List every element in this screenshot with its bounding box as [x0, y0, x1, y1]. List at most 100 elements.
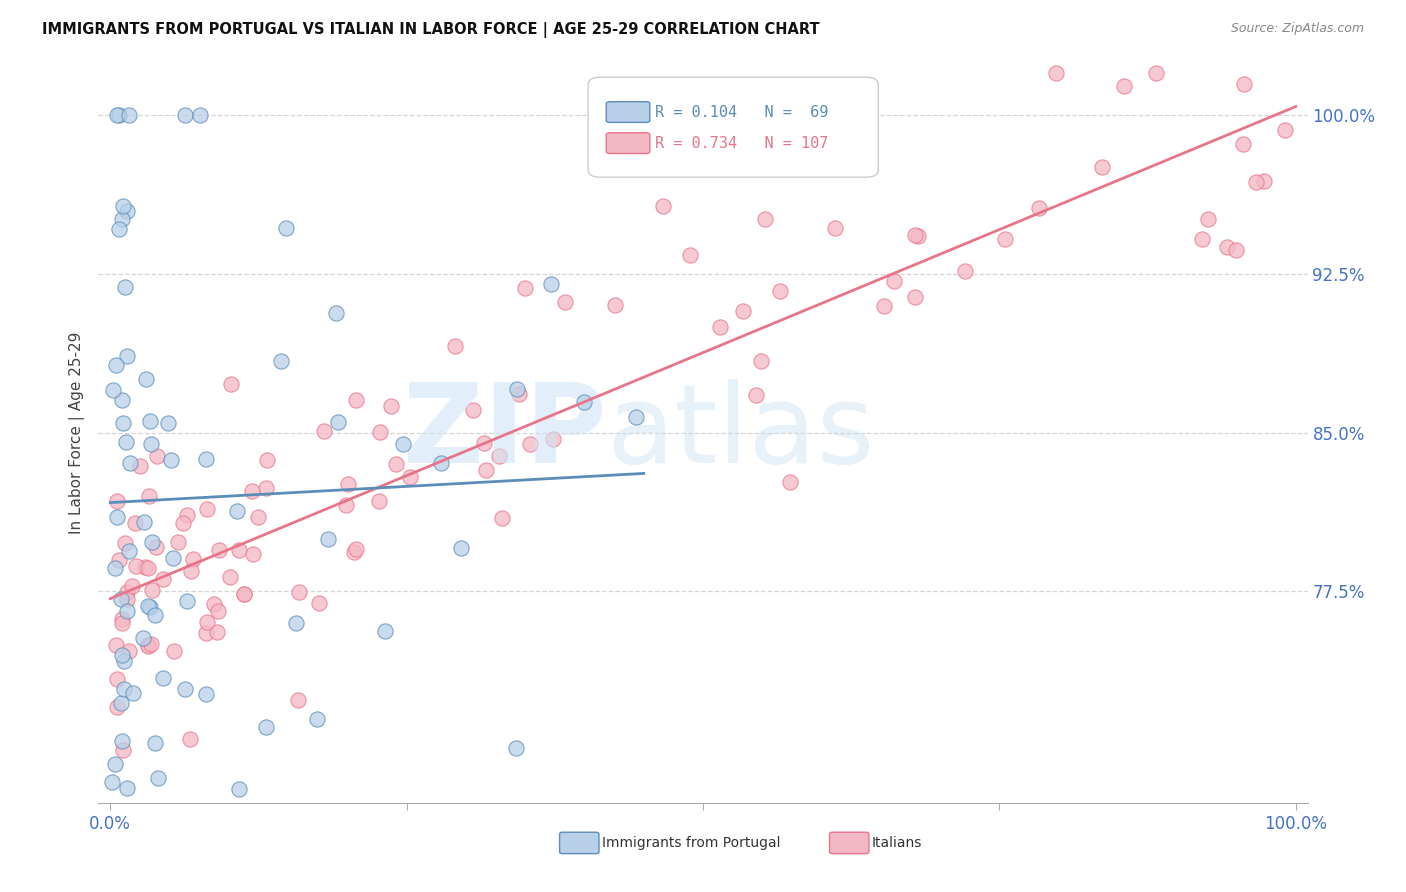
Point — [166, 535, 188, 549]
Point — [287, 693, 309, 707]
Point — [749, 353, 772, 368]
Point — [176, 593, 198, 607]
Point — [312, 424, 335, 438]
Point — [114, 536, 136, 550]
Point — [141, 535, 163, 549]
Point — [540, 277, 562, 292]
Point — [111, 648, 134, 662]
Point — [162, 551, 184, 566]
Point — [112, 654, 135, 668]
Point — [104, 757, 127, 772]
Point — [174, 682, 197, 697]
Point — [134, 559, 156, 574]
Point — [118, 108, 141, 122]
Point — [779, 475, 801, 489]
Point — [115, 584, 138, 599]
Point — [157, 416, 180, 430]
Point — [1191, 232, 1213, 246]
Point — [197, 502, 219, 516]
Text: IMMIGRANTS FROM PORTUGAL VS ITALIAN IN LABOR FORCE | AGE 25-29 CORRELATION CHART: IMMIGRANTS FROM PORTUGAL VS ITALIAN IN L… — [42, 22, 820, 38]
Y-axis label: In Labor Force | Age 25-29: In Labor Force | Age 25-29 — [69, 332, 86, 533]
Point — [131, 631, 153, 645]
Point — [146, 771, 169, 785]
Point — [117, 204, 139, 219]
Point — [138, 414, 160, 428]
Point — [111, 616, 134, 631]
Point — [145, 540, 167, 554]
Point — [114, 280, 136, 294]
Point — [118, 544, 141, 558]
Point — [247, 510, 270, 524]
Point — [1028, 202, 1050, 216]
Point — [336, 477, 359, 491]
Point — [285, 615, 308, 630]
Point — [254, 481, 277, 495]
Point — [181, 552, 204, 566]
Point — [180, 564, 202, 578]
Point — [242, 547, 264, 561]
Point — [132, 515, 155, 529]
Point — [754, 212, 776, 227]
Point — [108, 108, 131, 122]
Point — [207, 604, 229, 618]
Point — [731, 304, 754, 318]
Point — [491, 511, 513, 525]
Point — [228, 782, 250, 797]
Point — [953, 263, 976, 277]
Point — [146, 449, 169, 463]
Point — [128, 458, 150, 473]
Point — [769, 284, 792, 298]
Point — [1146, 66, 1168, 80]
Point — [136, 599, 159, 613]
Point — [138, 561, 160, 575]
Point — [141, 583, 163, 598]
Point — [745, 388, 768, 402]
Point — [105, 638, 128, 652]
Point — [115, 591, 138, 606]
Point — [254, 720, 277, 734]
Point — [117, 604, 139, 618]
Point — [100, 775, 122, 789]
Point — [1244, 175, 1267, 189]
Text: Italians: Italians — [872, 836, 922, 850]
Point — [256, 452, 278, 467]
Point — [475, 463, 498, 477]
Point — [105, 700, 128, 714]
Point — [103, 561, 125, 575]
Point — [163, 644, 186, 658]
Point — [307, 712, 329, 726]
Point — [107, 222, 129, 236]
Point — [135, 372, 157, 386]
Point — [541, 433, 564, 447]
Point — [574, 395, 596, 409]
Point — [176, 508, 198, 522]
Point — [233, 586, 256, 600]
Point — [1225, 243, 1247, 257]
Point — [141, 436, 163, 450]
Point — [344, 541, 367, 556]
Point — [488, 449, 510, 463]
Point — [367, 494, 389, 508]
Point — [1253, 174, 1275, 188]
Point — [326, 415, 349, 429]
Point — [141, 637, 163, 651]
Point — [121, 579, 143, 593]
Point — [430, 456, 453, 470]
Point — [136, 638, 159, 652]
Point — [152, 572, 174, 586]
Point — [112, 416, 135, 430]
Point — [519, 437, 541, 451]
Point — [384, 457, 406, 471]
Text: R = 0.104   N =  69: R = 0.104 N = 69 — [655, 104, 828, 120]
Point — [907, 228, 929, 243]
Point — [225, 504, 247, 518]
Point — [443, 338, 465, 352]
Point — [111, 734, 134, 748]
Point — [652, 199, 675, 213]
Point — [392, 437, 415, 451]
Point — [159, 452, 181, 467]
Point — [115, 434, 138, 449]
Point — [152, 671, 174, 685]
Point — [195, 625, 218, 640]
Point — [202, 598, 225, 612]
